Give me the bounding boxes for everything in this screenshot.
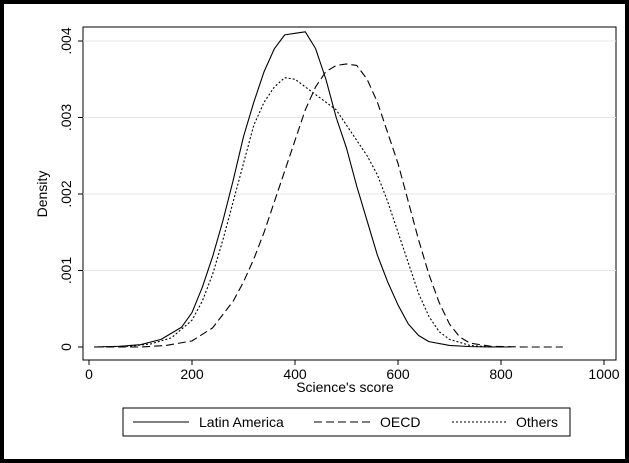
series-line-latin-america: [94, 31, 512, 348]
x-tick-label: 0: [85, 366, 93, 382]
y-tick-label: .003: [58, 104, 74, 131]
x-tick-label: 600: [386, 366, 410, 382]
y-tick-label: .001: [58, 257, 74, 284]
x-tick-label: 800: [489, 366, 513, 382]
legend-label-latin-america: Latin America: [199, 414, 284, 430]
legend-label-oecd: OECD: [380, 414, 420, 430]
series-line-others: [94, 77, 512, 348]
grid-lines: [83, 40, 616, 271]
legend-box: [122, 407, 571, 437]
y-tick-label: 0: [58, 343, 74, 351]
x-axis-label: Science's score: [296, 379, 394, 395]
y-axis-label: Density: [34, 171, 50, 218]
x-tick-label: 400: [283, 366, 307, 382]
series-line-oecd: [94, 63, 563, 348]
x-tick-label: 1000: [588, 366, 619, 382]
x-tick-label: 200: [180, 366, 204, 382]
legend-label-others: Others: [516, 414, 558, 430]
y-tick-label: .004: [58, 27, 74, 54]
y-tick-label: .002: [58, 180, 74, 207]
legend: Latin America OECD Others: [122, 407, 571, 437]
axes: 0 .001 .002 .003 .004 0 200 400 600 800 1000: [58, 27, 620, 382]
series-lines: [94, 31, 563, 348]
